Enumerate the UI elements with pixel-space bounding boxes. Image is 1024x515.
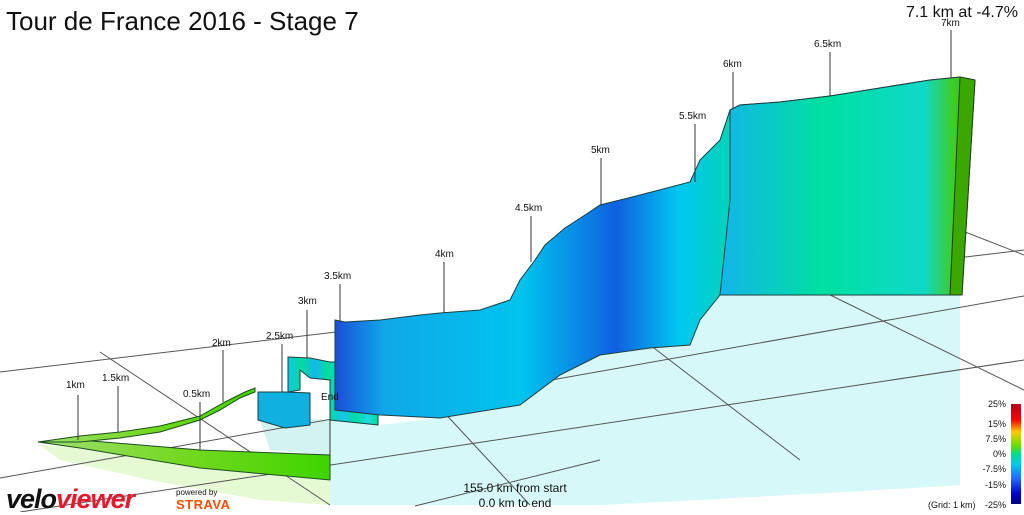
ground-shadow	[330, 295, 960, 505]
veloviewer-logo[interactable]: veloviewer	[6, 484, 135, 515]
scale-label-15: 15%	[987, 419, 1006, 429]
km-marker-ticks	[77, 30, 952, 460]
km-label-3: 3km	[298, 296, 317, 307]
logo-viewer-text: viewer	[56, 484, 135, 514]
grid-scale-note: (Grid: 1 km)	[928, 500, 976, 510]
profile-start-slab	[37, 439, 331, 481]
km-label-3-5: 3.5km	[324, 271, 352, 282]
scale-label-0: 0%	[992, 449, 1006, 459]
logo-velo-text: velo	[6, 484, 57, 514]
km-label-4: 4km	[435, 249, 454, 260]
scale-label-25: 25%	[987, 399, 1006, 409]
distance-from-start: 155.0 km from start	[463, 481, 567, 495]
scale-label-neg-25: -25%	[984, 500, 1006, 510]
segment-summary: 7.1 km at -4.7%	[905, 4, 1018, 21]
scale-label-7-5: 7.5%	[985, 434, 1006, 444]
km-label-6: 6km	[723, 59, 742, 70]
km-label-4-5: 4.5km	[515, 203, 543, 214]
scale-label-neg-7-5: -7.5%	[982, 464, 1006, 474]
km-label-5-5: 5.5km	[679, 111, 707, 122]
km-label-6-5: 6.5km	[814, 39, 842, 50]
km-label-1-5: 1.5km	[102, 373, 130, 384]
km-label-0-5: 0.5km	[183, 389, 211, 400]
end-label: End	[321, 392, 339, 403]
gradient-colorbar	[1011, 404, 1021, 504]
distance-to-end: 0.0 km to end	[478, 496, 552, 510]
profile-loop-section	[257, 391, 311, 429]
strava-logo[interactable]: STRAVA	[176, 497, 231, 512]
km-label-2-5: 2.5km	[266, 331, 294, 342]
km-label-7: 7km	[941, 18, 960, 29]
km-label-5: 5km	[591, 145, 610, 156]
page-title: Tour de France 2016 - Stage 7	[6, 6, 359, 36]
scale-label-neg-15: -15%	[984, 480, 1006, 490]
powered-by-text: powered by	[176, 488, 218, 497]
profile-start-ribbon	[37, 387, 256, 443]
km-label-2: 2km	[212, 338, 231, 349]
profile-final-edge	[949, 76, 976, 296]
km-label-1: 1km	[66, 380, 85, 391]
profile-upper-section	[719, 76, 976, 296]
